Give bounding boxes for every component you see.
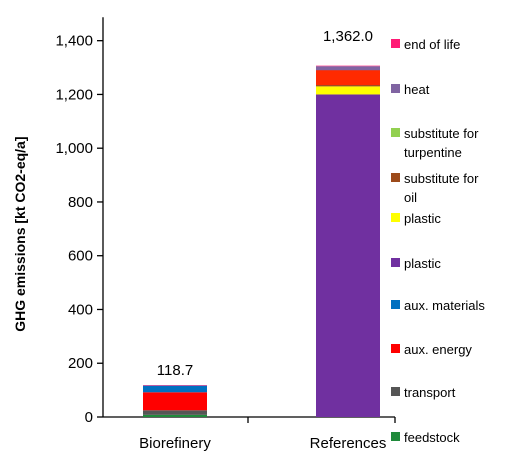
y-tick-label: 1,200 <box>55 86 93 103</box>
legend-swatch <box>391 213 400 222</box>
y-tick-label: 400 <box>68 301 93 318</box>
legend-swatch <box>391 258 400 267</box>
y-tick-label: 1,400 <box>55 33 93 50</box>
legend-label: aux. materials <box>404 298 485 313</box>
bar-segment-0-0 <box>143 414 207 417</box>
total-label: 118.7 <box>157 362 193 379</box>
y-tick-label: 200 <box>68 355 93 372</box>
legend-label: turpentine <box>404 145 462 160</box>
total-label: 1,362.0 <box>323 28 373 45</box>
labels: Biorefinery 118.7 References 1,362.0 <box>139 28 386 452</box>
bar-segment-0-1 <box>143 410 207 415</box>
legend-label: substitute for <box>404 171 479 186</box>
legend-label: feedstock <box>404 430 460 445</box>
legend-label: substitute for <box>404 126 479 141</box>
legend-label: plastic <box>404 211 441 226</box>
y-tick-label: 1,000 <box>55 140 93 157</box>
legend-label: aux. energy <box>404 342 472 357</box>
category-label: References <box>310 435 387 452</box>
legend-swatch <box>391 128 400 137</box>
bar-segment-overlay <box>316 70 380 86</box>
y-axis-title: GHG emissions [kt CO2-eq/a] <box>12 136 28 331</box>
legend-label: plastic <box>404 256 441 271</box>
legend-swatch <box>391 387 400 396</box>
bar-segment-1-4 <box>316 94 380 417</box>
legend-swatch <box>391 39 400 48</box>
bar-segment-0-2 <box>143 392 207 411</box>
legend-label: heat <box>404 82 430 97</box>
legend-swatch <box>391 344 400 353</box>
y-tick-label: 0 <box>85 409 93 426</box>
legend-swatch <box>391 432 400 441</box>
bar-segment-1-5 <box>316 86 380 95</box>
bar-segment-1-9 <box>316 65 380 67</box>
axes: 0 200 400 600 800 1,000 1,200 1,400 GHG emission… <box>12 17 396 426</box>
category-label: Biorefinery <box>139 435 211 452</box>
y-tick-label: 800 <box>68 194 93 211</box>
legend-swatch <box>391 300 400 309</box>
legend-label: oil <box>404 190 417 205</box>
bar-segment-0-3 <box>143 385 207 393</box>
bar-segment-0-9 <box>143 385 207 386</box>
bars <box>143 65 380 417</box>
y-tick-label: 600 <box>68 248 93 265</box>
legend: end of life heat substitute for turpentine s… <box>391 37 485 445</box>
legend-swatch <box>391 173 400 182</box>
legend-label: end of life <box>404 37 460 52</box>
legend-swatch <box>391 84 400 93</box>
legend-label: transport <box>404 385 456 400</box>
bar-segment-1-6 <box>316 85 380 87</box>
